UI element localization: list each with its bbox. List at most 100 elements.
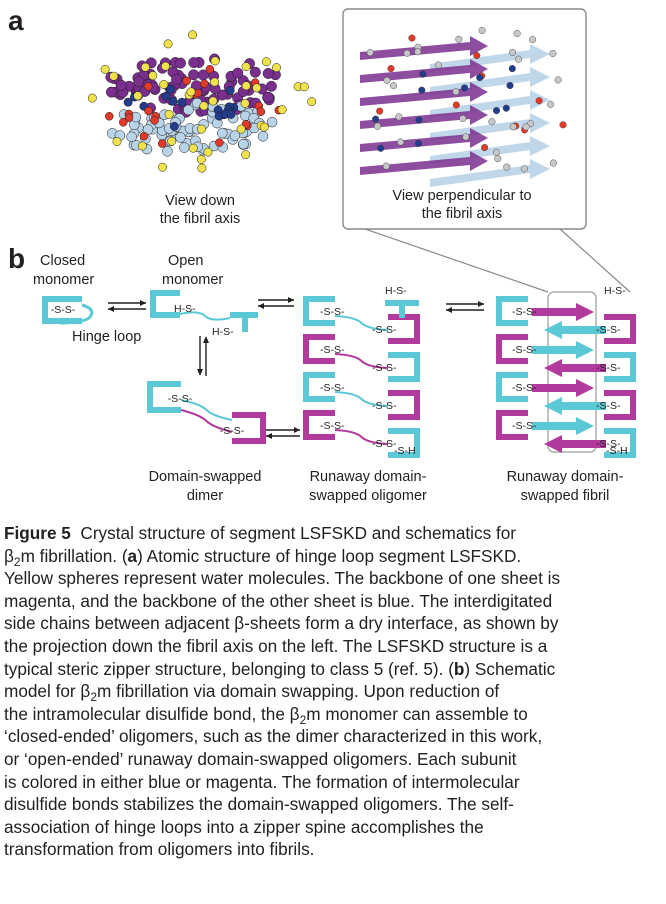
side-chain-atom xyxy=(478,27,486,35)
water-sphere xyxy=(241,62,251,72)
oligomer-right-subunit xyxy=(388,428,420,458)
side-chain-atom xyxy=(508,65,516,73)
fibril-disulfide-right: -S-S- xyxy=(596,438,621,450)
purple-sheet-atom xyxy=(133,76,145,88)
caption-text: the intramolecular disulfide bond, the β xyxy=(4,703,300,724)
fibril-arrow-right xyxy=(532,417,594,435)
caption-line-5: side chains between adjacent β-sheets fo… xyxy=(4,613,559,634)
water-sphere xyxy=(158,162,167,172)
oligomer-top-domain xyxy=(385,300,419,318)
oxygen-atom xyxy=(200,79,209,88)
side-chain-atom xyxy=(455,35,463,43)
side-chain-atom xyxy=(493,107,501,115)
fibril-disulfide-left: -S-S- xyxy=(512,382,537,394)
nitrogen-atom xyxy=(177,97,187,107)
caption-text: ) Schematic xyxy=(464,658,556,679)
blue-sheet-atom xyxy=(162,146,173,157)
fibril-arrow-left xyxy=(544,435,606,453)
side-chain-atom xyxy=(390,82,398,90)
side-chain-atom xyxy=(547,100,555,108)
side-chain-atom xyxy=(515,55,523,63)
caption-line-1: Figure 5 Crystal structure of segment LS… xyxy=(4,522,664,545)
fibril-arrow-left xyxy=(544,321,606,339)
oxygen-atom xyxy=(143,82,153,91)
arrow-closed-open-head-reverse xyxy=(108,306,114,312)
side-chain-atom xyxy=(408,34,416,42)
oligomer-disulfide-right: -S-S- xyxy=(372,362,397,374)
purple-sheet-atom xyxy=(188,57,200,69)
oligomer-left-subunit xyxy=(303,334,335,364)
dimer-label-line2: dimer xyxy=(187,488,223,504)
zoom-line-left xyxy=(364,228,549,293)
fibril-left-subunit xyxy=(496,334,528,364)
oxygen-atom xyxy=(139,131,149,141)
water-sphere xyxy=(277,105,287,115)
blue-sheet-atom xyxy=(229,130,241,141)
water-sphere xyxy=(137,141,147,151)
side-chain-atom xyxy=(415,139,423,147)
blue-sheet-atom xyxy=(217,127,228,139)
caption-line-10: ‘closed-ended’ oligomers, such as the di… xyxy=(4,726,543,747)
purple-sheet-atom xyxy=(105,86,117,98)
closed-monomer-label-line1: Closed xyxy=(40,253,85,269)
oligomer-left-subunit xyxy=(303,372,335,402)
blue-strand xyxy=(430,159,550,187)
water-sphere xyxy=(241,81,251,91)
purple-sheet-atom xyxy=(265,80,277,92)
side-chain-atom xyxy=(377,144,385,152)
oligomer-right-subunit xyxy=(388,314,420,344)
oxygen-atom xyxy=(124,113,134,122)
nitrogen-atom xyxy=(226,109,236,119)
blue-strand xyxy=(430,67,550,95)
magenta-strand xyxy=(360,105,488,129)
open-monomer-hinge xyxy=(179,311,231,321)
water-sphere xyxy=(208,96,218,106)
caption-line-15: transformation from oligomers into fibri… xyxy=(4,839,315,860)
open-monomer-h-s-1: H-S- xyxy=(174,303,196,315)
side-chain-atom xyxy=(397,138,405,146)
purple-sheet-atom xyxy=(115,79,127,91)
view-perpendicular-label-line2: the fibril axis xyxy=(422,206,503,222)
fibril-label-line2: swapped fibril xyxy=(521,488,610,504)
figure-5-graphic: a b View down the fibril axis View perpe… xyxy=(8,5,636,504)
side-chain-atom xyxy=(473,52,481,60)
nitrogen-atom xyxy=(166,84,175,94)
view-down-label-line1: View down xyxy=(165,193,235,209)
side-chain-atom xyxy=(554,76,562,84)
oligomer-disulfide-right: -S-S- xyxy=(372,400,397,412)
water-sphere xyxy=(112,137,122,147)
side-chain-atom xyxy=(488,118,496,126)
oligomer-h-s: H-S- xyxy=(385,285,407,297)
oligomer-right-subunit xyxy=(388,352,420,382)
oligomer-disulfide-left: -S-S- xyxy=(320,420,345,432)
dimer-hinge-cyan xyxy=(180,399,233,421)
water-sphere xyxy=(148,71,158,81)
water-sphere xyxy=(272,63,281,73)
oligomer-left-subunit xyxy=(303,296,335,326)
arrow-dimer-oligomer-head-reverse xyxy=(266,433,272,439)
zoom-line-right xyxy=(559,228,631,293)
oligomer-disulfide-left: -S-S- xyxy=(320,382,345,394)
fibrillation-schematic: Closed monomer Open monomer Hinge loop -… xyxy=(33,253,636,504)
water-sphere xyxy=(186,87,196,97)
oligomer-disulfide-right: -S-S- xyxy=(372,324,397,336)
closed-monomer-label-line2: monomer xyxy=(33,272,94,288)
oligomer-hinge xyxy=(334,391,389,407)
oligomer-left-subunit xyxy=(303,410,335,440)
oligomer-label-line2: swapped oligomer xyxy=(309,488,427,504)
caption-line-9: the intramolecular disulfide bond, the β… xyxy=(4,703,664,726)
side-chain-atom xyxy=(549,50,557,58)
side-chain-atom xyxy=(452,88,460,96)
side-chain-atom xyxy=(522,123,530,131)
side-chain-atom xyxy=(462,133,470,141)
water-sphere xyxy=(87,93,97,103)
caption-line-8: model for β2m fibrillation via domain sw… xyxy=(4,680,664,703)
blue-sheet-atom xyxy=(175,132,186,143)
oxygen-atom xyxy=(205,64,215,74)
fibril-right-subunit xyxy=(604,428,636,458)
side-chain-atom xyxy=(559,121,567,129)
water-sphere xyxy=(199,101,209,111)
caption-line-4: magenta, and the backbone of the other s… xyxy=(4,590,553,611)
blue-sheet-atom xyxy=(142,124,154,135)
oxygen-atom xyxy=(150,116,159,125)
